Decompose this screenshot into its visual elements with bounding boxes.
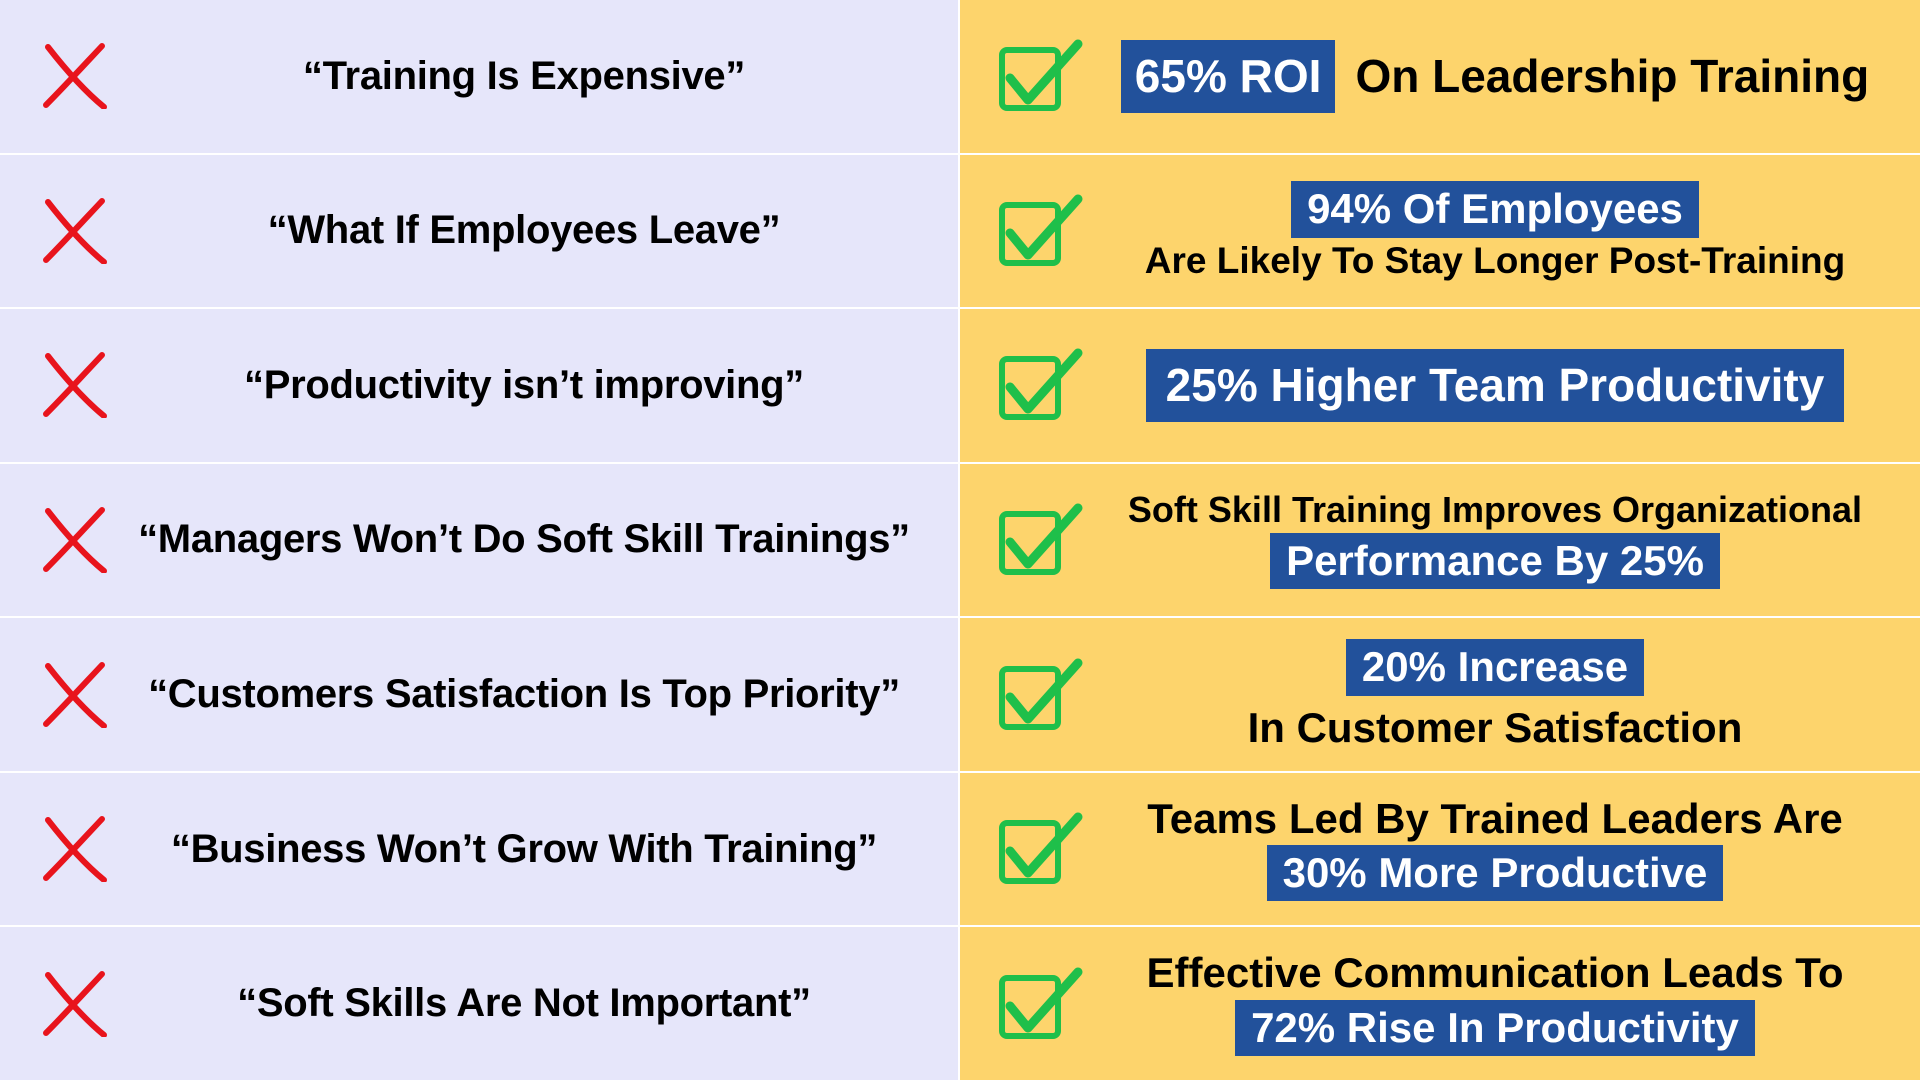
highlighted-stat: Performance By 25%	[1270, 532, 1720, 589]
fact-line: In Customer Satisfaction	[1248, 704, 1743, 752]
fact-line: 72% Rise In Productivity	[1235, 998, 1755, 1058]
highlighted-stat: 72% Rise In Productivity	[1235, 999, 1755, 1056]
highlighted-stat: 20% Increase	[1345, 639, 1645, 696]
fact-line: Teams Led By Trained Leaders Are	[1147, 795, 1843, 843]
fact-line: Performance By 25%	[1270, 531, 1720, 591]
fact-line: 20% Increase	[1345, 637, 1645, 697]
checkbox-check-icon	[998, 502, 1084, 578]
fact-cell: Effective Communication Leads To 72% Rise…	[960, 927, 1920, 1080]
myth-text: “Soft Skills Are Not Important”	[237, 981, 811, 1026]
cross-icon	[42, 43, 108, 111]
fact-content: 25% Higher Team Productivity	[1080, 347, 1910, 424]
fact-content: Teams Led By Trained Leaders Are 30% More…	[1080, 795, 1910, 904]
myth-cell: “Customers Satisfaction Is Top Priority”	[0, 618, 958, 771]
myth-cell: “Managers Won’t Do Soft Skill Trainings”	[0, 463, 958, 617]
myth-cell: “Business Won’t Grow With Training”	[0, 772, 958, 926]
fact-content: Soft Skill Training Improves Organizatio…	[1080, 489, 1910, 591]
fact-text: In Customer Satisfaction	[1247, 703, 1743, 751]
fact-content: Effective Communication Leads To 72% Rise…	[1080, 949, 1910, 1058]
myth-text: “What If Employees Leave”	[267, 208, 781, 253]
fact-line: Soft Skill Training Improves Organizatio…	[1128, 489, 1862, 530]
fact-text: Effective Communication Leads To	[1146, 949, 1844, 997]
myth-text: “Training Is Expensive”	[302, 53, 746, 98]
highlighted-stat: 65% ROI	[1120, 39, 1336, 113]
fact-line: Are Likely To Stay Longer Post-Training	[1145, 240, 1845, 283]
myth-cell: “Productivity isn’t improving”	[0, 309, 958, 462]
fact-text: Are Likely To Stay Longer Post-Training	[1144, 239, 1846, 281]
checkbox-check-icon	[998, 657, 1084, 733]
checkbox-check-icon	[998, 966, 1084, 1042]
fact-cell: Soft Skill Training Improves Organizatio…	[960, 463, 1920, 617]
checkbox-check-icon	[998, 38, 1084, 114]
cross-icon	[42, 197, 108, 265]
fact-cell: Teams Led By Trained Leaders Are 30% More…	[960, 772, 1920, 926]
fact-text: Teams Led By Trained Leaders Are	[1147, 794, 1843, 842]
myth-text: “Productivity isn’t improving”	[244, 362, 804, 407]
myth-text: “Managers Won’t Do Soft Skill Trainings”	[138, 517, 910, 562]
checkbox-check-icon	[998, 193, 1084, 269]
fact-text: Soft Skill Training Improves Organizatio…	[1127, 489, 1863, 531]
highlighted-stat: 94% Of Employees	[1291, 181, 1699, 238]
myth-text: “Customers Satisfaction Is Top Priority”	[148, 672, 900, 717]
myth-cell: “Soft Skills Are Not Important”	[0, 927, 958, 1080]
fact-line: 65% ROI On Leadership Training	[1120, 38, 1870, 115]
cross-icon	[42, 816, 108, 884]
fact-line: 25% Higher Team Productivity	[1145, 347, 1845, 424]
cross-icon	[42, 506, 108, 574]
fact-cell: 65% ROI On Leadership Training	[960, 0, 1920, 153]
fact-content: 20% Increase In Customer Satisfaction	[1080, 637, 1910, 752]
checkbox-check-icon	[998, 347, 1084, 423]
fact-content: 94% Of Employees Are Likely To Stay Longe…	[1080, 179, 1910, 282]
fact-content: 65% ROI On Leadership Training	[1080, 38, 1910, 115]
fact-cell: 25% Higher Team Productivity	[960, 309, 1920, 462]
highlighted-stat: 25% Higher Team Productivity	[1145, 348, 1845, 422]
fact-line: Effective Communication Leads To	[1147, 949, 1844, 997]
fact-line: 30% More Productive	[1266, 843, 1724, 903]
fact-cell: 20% Increase In Customer Satisfaction	[960, 618, 1920, 771]
cross-icon	[42, 352, 108, 420]
myth-cell: “What If Employees Leave”	[0, 154, 958, 308]
fact-text: On Leadership Training	[1355, 49, 1870, 102]
myth-text: “Business Won’t Grow With Training”	[170, 826, 878, 871]
myth-cell: “Training Is Expensive”	[0, 0, 958, 153]
fact-cell: 94% Of Employees Are Likely To Stay Longe…	[960, 154, 1920, 308]
cross-icon	[42, 970, 108, 1038]
checkbox-check-icon	[998, 811, 1084, 887]
highlighted-stat: 30% More Productive	[1266, 845, 1724, 902]
cross-icon	[42, 661, 108, 729]
fact-line: 94% Of Employees	[1291, 179, 1699, 239]
